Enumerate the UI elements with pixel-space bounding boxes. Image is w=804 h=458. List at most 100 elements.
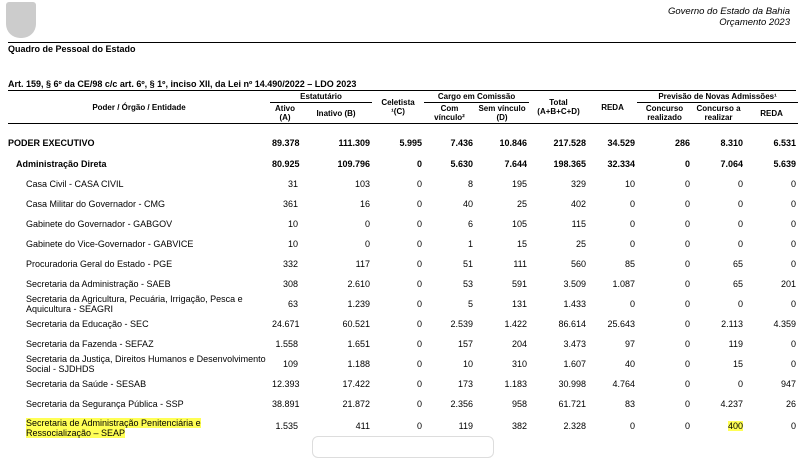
value-cell: 4.764 <box>588 374 637 394</box>
rule <box>8 42 796 43</box>
value-cell: 0 <box>637 354 692 374</box>
value-cell: 0 <box>637 374 692 394</box>
value-cell: 308 <box>270 274 300 294</box>
cell-text: 2.113 <box>721 319 744 329</box>
value-cell: 21.872 <box>300 394 372 414</box>
value-cell: 83 <box>588 394 637 414</box>
cell-text: 0 <box>685 179 691 189</box>
cell-text: 65 <box>733 259 744 269</box>
value-cell: 2.356 <box>424 394 475 414</box>
value-cell: 329 <box>529 174 588 194</box>
value-cell: 947 <box>745 374 798 394</box>
value-cell: 51 <box>424 254 475 274</box>
value-cell: 61.721 <box>529 394 588 414</box>
cell-text: 10 <box>625 179 636 189</box>
cell-text: 119 <box>728 339 744 349</box>
cell-text: 0 <box>738 379 744 389</box>
value-cell: 0 <box>372 334 424 354</box>
value-cell: 4.237 <box>692 394 745 414</box>
cell-text: 109 <box>282 359 298 369</box>
cell-text: 204 <box>512 339 528 349</box>
cell-text: 0 <box>791 199 797 209</box>
cell-text: 0 <box>417 159 423 169</box>
value-cell: 0 <box>637 254 692 274</box>
cell-text: 21.872 <box>342 399 371 409</box>
cell-text: 310 <box>512 359 528 369</box>
cell-text: 89.378 <box>272 138 300 148</box>
entity-cell: Procuradoria Geral do Estado - PGE <box>8 254 270 274</box>
cell-text: 1.433 <box>563 299 587 309</box>
cell-text: 0 <box>738 239 744 249</box>
cell-text: 25 <box>517 199 528 209</box>
value-cell: 3.473 <box>529 334 588 354</box>
value-cell: 65 <box>692 254 745 274</box>
cell-text: 0 <box>685 199 691 209</box>
value-cell: 38.891 <box>270 394 300 414</box>
cell-text: 10 <box>287 239 298 249</box>
cell-text: 0 <box>685 379 691 389</box>
value-cell: 97 <box>588 334 637 354</box>
value-cell: 1.607 <box>529 354 588 374</box>
cell-text: 0 <box>417 421 423 431</box>
cell-text: 400 <box>728 421 744 431</box>
cell-text: 5 <box>468 299 474 309</box>
value-cell: 1.433 <box>529 294 588 314</box>
cell-text: 103 <box>354 179 371 189</box>
cell-text: 0 <box>685 299 691 309</box>
cell-text: 5.630 <box>450 159 474 169</box>
value-cell: 0 <box>745 174 798 194</box>
cell-text: 65 <box>733 279 744 289</box>
cell-text: Secretaria da Segurança Pública - SSP <box>26 399 184 409</box>
value-cell: 17.422 <box>300 374 372 394</box>
budget: Orçamento 2023 <box>719 17 790 28</box>
cell-text: 0 <box>685 421 691 431</box>
cell-text: 195 <box>512 179 528 189</box>
cell-text: 115 <box>571 219 587 229</box>
value-cell: 198.365 <box>529 154 588 174</box>
entity-cell: Secretaria da Segurança Pública - SSP <box>8 394 270 414</box>
cell-text: 2.328 <box>563 421 587 431</box>
cell-text: 0 <box>685 259 691 269</box>
value-cell: 361 <box>270 194 300 214</box>
value-cell: 0 <box>745 194 798 214</box>
cell-text: 0 <box>630 299 636 309</box>
value-cell: 34.529 <box>588 124 637 155</box>
cell-text: 157 <box>457 339 474 349</box>
value-cell: 5.995 <box>372 124 424 155</box>
cell-text: 0 <box>791 299 797 309</box>
value-cell: 0 <box>372 314 424 334</box>
value-cell: 24.671 <box>270 314 300 334</box>
header-right: Governo do Estado da Bahia Orçamento 202… <box>668 6 790 28</box>
cell-text: 0 <box>417 179 423 189</box>
col-group: Cargo em Comissão <box>424 91 530 103</box>
value-cell: 2.539 <box>424 314 475 334</box>
cell-text: 32.334 <box>607 159 636 169</box>
page: Governo do Estado da Bahia Orçamento 202… <box>6 2 799 458</box>
cell-text: Administração Direta <box>16 159 107 169</box>
cell-text: 0 <box>417 359 423 369</box>
value-cell: 10.846 <box>475 124 529 155</box>
cell-text: 0 <box>417 279 423 289</box>
value-cell: 0 <box>745 294 798 314</box>
table-row: Casa Civil - CASA CIVIL 31 103 0 8 195 329 10 0 0… <box>8 174 798 194</box>
cell-text: 0 <box>791 359 797 369</box>
cell-text: 105 <box>512 219 528 229</box>
cell-text: 86.614 <box>558 319 587 329</box>
cell-text: Secretaria de Administração Penitenciári… <box>26 418 201 438</box>
value-cell: 0 <box>300 234 372 254</box>
cell-text: 63 <box>287 299 298 309</box>
entity-cell: Casa Civil - CASA CIVIL <box>8 174 270 194</box>
cell-text: 0 <box>738 299 744 309</box>
value-cell: 204 <box>475 334 529 354</box>
cell-text: 1.558 <box>275 339 298 349</box>
cell-text: 1.188 <box>347 359 371 369</box>
value-cell: 10 <box>270 214 300 234</box>
cell-text: 591 <box>512 279 528 289</box>
cell-text: 4.237 <box>720 399 744 409</box>
cell-text: Secretaria da Saúde - SESAB <box>26 379 147 389</box>
col-head: Total (A+B+C+D) <box>537 98 580 116</box>
col-head: Inativo (B) <box>316 108 356 118</box>
value-cell: 0 <box>692 194 745 214</box>
value-cell: 119 <box>424 414 475 438</box>
value-cell: 25.643 <box>588 314 637 334</box>
